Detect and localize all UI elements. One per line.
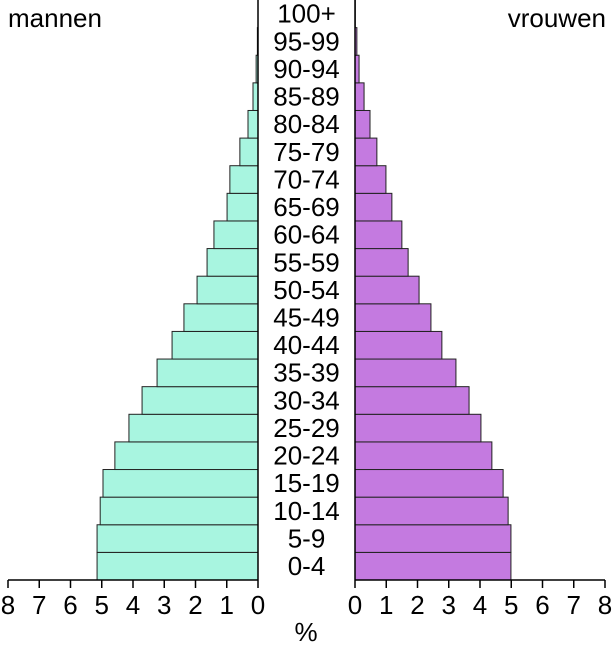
category-label: 0-4 xyxy=(288,551,326,581)
bar xyxy=(354,165,387,194)
x-tick-label: 7 xyxy=(32,590,46,620)
bar xyxy=(96,551,259,581)
category-label: 55-59 xyxy=(273,247,340,277)
bar xyxy=(354,192,393,222)
category-label: 45-49 xyxy=(273,302,340,332)
category-label: 40-44 xyxy=(273,330,340,360)
x-tick-label: 4 xyxy=(126,590,140,620)
x-tick-label: 8 xyxy=(598,590,612,620)
bar xyxy=(213,220,259,250)
x-tick-label: 6 xyxy=(63,590,77,620)
bar xyxy=(354,496,509,526)
x-tick-label: 0 xyxy=(251,590,265,620)
category-label: 90-94 xyxy=(273,54,340,84)
category-label: 50-54 xyxy=(273,275,340,305)
x-tick-label: 7 xyxy=(567,590,581,620)
x-axis-label: % xyxy=(294,617,317,647)
bar xyxy=(206,248,259,277)
x-tick-label: 2 xyxy=(410,590,424,620)
bar xyxy=(102,469,259,498)
category-label: 65-69 xyxy=(273,192,340,222)
bar xyxy=(226,192,259,222)
bar xyxy=(354,109,371,139)
x-tick-label: 5 xyxy=(95,590,109,620)
category-label: 75-79 xyxy=(273,137,340,167)
bar xyxy=(354,137,378,167)
x-tick-label: 5 xyxy=(504,590,518,620)
x-tick-label: 6 xyxy=(535,590,549,620)
x-tick-label: 2 xyxy=(188,590,202,620)
bar xyxy=(229,165,259,194)
category-label: 100+ xyxy=(277,0,336,29)
bar xyxy=(354,248,409,277)
bar xyxy=(354,551,512,581)
bar xyxy=(354,275,420,305)
category-label: 70-74 xyxy=(273,164,340,194)
category-label: 5-9 xyxy=(288,523,326,553)
bar xyxy=(128,413,259,443)
bar xyxy=(99,496,259,526)
bar xyxy=(354,330,443,360)
bar xyxy=(354,524,512,553)
category-label: 60-64 xyxy=(273,220,340,250)
bar xyxy=(354,469,504,498)
category-label: 25-29 xyxy=(273,413,340,443)
bar xyxy=(196,275,259,305)
x-tick-label: 3 xyxy=(442,590,456,620)
category-label: 10-14 xyxy=(273,496,340,526)
x-tick-label: 1 xyxy=(220,590,234,620)
x-tick-label: 8 xyxy=(1,590,15,620)
legend-label: vrouwen xyxy=(508,3,606,33)
bar xyxy=(114,441,259,471)
bar xyxy=(171,330,259,360)
bar xyxy=(239,137,259,167)
bar xyxy=(156,358,259,388)
bar xyxy=(354,441,493,471)
category-label: 15-19 xyxy=(273,468,340,498)
bar xyxy=(354,82,365,111)
bar xyxy=(96,524,259,553)
bar xyxy=(354,220,403,250)
category-label: 95-99 xyxy=(273,26,340,56)
x-tick-label: 1 xyxy=(379,590,393,620)
bar xyxy=(247,109,259,139)
bar xyxy=(141,386,259,415)
x-tick-label: 0 xyxy=(348,590,362,620)
category-label: 80-84 xyxy=(273,109,340,139)
category-label: 85-89 xyxy=(273,82,340,112)
category-label: 20-24 xyxy=(273,441,340,471)
legend-label: mannen xyxy=(8,3,102,33)
bar xyxy=(354,386,470,415)
bar xyxy=(183,303,259,332)
category-label: 30-34 xyxy=(273,385,340,415)
bar xyxy=(354,303,432,332)
bar xyxy=(354,413,482,443)
x-tick-label: 4 xyxy=(473,590,487,620)
category-label: 35-39 xyxy=(273,358,340,388)
bar xyxy=(354,358,457,388)
x-tick-label: 3 xyxy=(157,590,171,620)
